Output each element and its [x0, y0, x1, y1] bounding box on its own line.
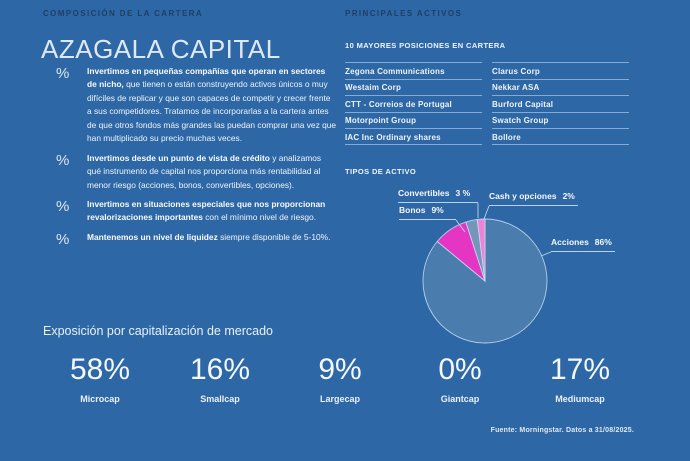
thesis-bullet-2: % Invertimos desde un punto de vista de …	[56, 152, 340, 192]
pie-leader-lines	[455, 203, 552, 257]
holding-row: Bollore	[492, 128, 629, 145]
stat-mediumcap: 17% Mediumcap	[520, 350, 640, 404]
stat-giantcap: 0% Giantcap	[400, 350, 520, 404]
holding-row: Zegona Communications	[345, 62, 482, 79]
section-kicker-holdings: PRINCIPALES ACTIVOS	[345, 9, 463, 18]
percent-icon: %	[56, 151, 70, 169]
pie-slice-cash-y-opciones	[476, 218, 486, 282]
stat-label: Microcap	[80, 394, 120, 404]
asset-types-title: TIPOS DE ACTIVO	[345, 167, 417, 176]
stat-smallcap: 16% Smallcap	[160, 350, 280, 404]
thesis-text-2: Invertimos desde un punto de vista de cr…	[87, 152, 322, 190]
section-kicker-composition: COMPOSICIÓN DE LA CARTERA	[43, 9, 204, 18]
holding-row: Burford Capital	[492, 95, 629, 112]
investment-thesis-list: % Invertimos en pequeñas compañías que o…	[56, 65, 340, 253]
holding-row: Nekkar ASA	[492, 78, 629, 96]
pie-label-cash: Cash y opciones 2%	[489, 191, 578, 206]
thesis-bullet-4: % Mantenemos un nivel de liquidez siempr…	[56, 231, 340, 247]
thesis-text-1: Invertimos en pequeñas compañías que ope…	[87, 66, 337, 144]
source-note: Fuente: Morningstar. Datos a 31/08/2025.	[490, 427, 634, 434]
stat-microcap: 58% Microcap	[40, 350, 160, 404]
holdings-column-2: Clarus Corp Nekkar ASA Burford Capital S…	[492, 62, 629, 145]
leader-acciones	[540, 251, 552, 257]
holding-row: Swatch Group	[492, 111, 629, 129]
pie-slices	[422, 218, 548, 344]
pie-label-bonos: Bonos 9%	[399, 205, 456, 220]
holding-row: CTT - Correios de Portugal	[345, 95, 482, 112]
holding-row: Westaim Corp	[345, 78, 482, 96]
thesis-text-3: Invertimos en situaciones especiales que…	[87, 198, 326, 223]
stat-label: Giantcap	[440, 394, 480, 404]
asset-type-pie-chart	[422, 203, 552, 344]
holding-row: Clarus Corp	[492, 62, 629, 79]
page-title: AZAGALA CAPITAL	[41, 34, 281, 64]
pie-label-acciones: Acciones 86%	[551, 237, 615, 252]
stat-value: 16%	[189, 353, 251, 386]
exposure-title: Exposición por capitalización de mercado	[43, 324, 273, 338]
stat-value: 58%	[69, 353, 131, 386]
percent-icon: %	[56, 65, 70, 82]
stat-largecap: 9% Largecap	[280, 350, 400, 404]
thesis-bullet-3: % Invertimos en situaciones especiales q…	[56, 198, 340, 225]
pie-label-convertibles: Convertibles 3 %	[398, 188, 478, 203]
percent-icon: %	[56, 197, 70, 215]
holding-row: Motorpoint Group	[345, 111, 482, 129]
stat-label: Largecap	[319, 394, 361, 404]
leader-bonos	[455, 219, 466, 233]
holding-row: IAC Inc Ordinary shares	[345, 128, 482, 145]
thesis-text-4: Mantenemos un nivel de liquidez siempre …	[87, 231, 331, 242]
stat-value: 17%	[549, 353, 611, 386]
holdings-column-1: Zegona Communications Westaim Corp CTT -…	[345, 62, 482, 145]
holdings-title: 10 MAYORES POSICIONES EN CARTERA	[345, 41, 506, 50]
thesis-bullet-1: % Invertimos en pequeñas compañías que o…	[56, 65, 340, 146]
leader-cash	[483, 205, 490, 220]
stat-label: Smallcap	[200, 394, 240, 404]
percent-icon: %	[56, 230, 70, 248]
stat-value: 0%	[438, 353, 482, 386]
marketcap-stats: 58% Microcap 16% Smallcap 9% Largecap 0%…	[40, 350, 640, 404]
stat-label: Mediumcap	[555, 394, 605, 404]
stat-value: 9%	[318, 353, 362, 386]
